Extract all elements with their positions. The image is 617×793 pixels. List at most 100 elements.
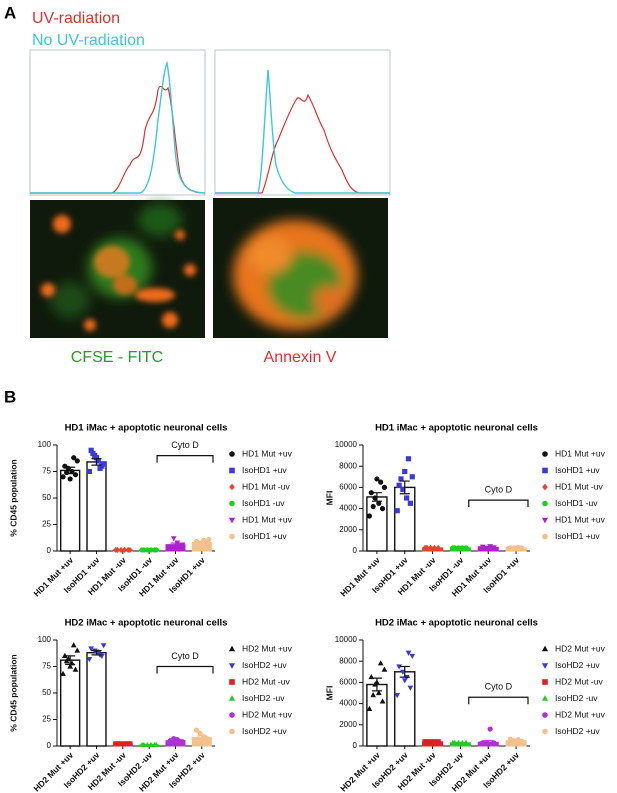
y-axis-label: MFI <box>324 686 334 701</box>
legend-label: IsoHD2 +uv <box>242 660 287 670</box>
data-point <box>70 642 77 648</box>
chart-title: HD1 iMac + apoptotic neuronal cells <box>65 423 228 434</box>
data-point <box>170 536 177 542</box>
error-bar <box>144 744 155 746</box>
data-point <box>67 476 73 482</box>
data-point <box>507 545 514 551</box>
y-tick-label: 100 <box>38 635 52 644</box>
data-point <box>63 658 70 664</box>
error-bar <box>170 542 181 547</box>
data-point <box>379 698 386 704</box>
legend-label: HD1 Mut +uv <box>555 448 606 458</box>
data-point <box>114 741 121 747</box>
y-tick-label: 50 <box>42 688 51 697</box>
y-tick-label: 75 <box>42 467 51 476</box>
data-point <box>72 666 79 672</box>
error-bar <box>511 546 522 549</box>
data-point <box>153 741 160 748</box>
data-point <box>402 468 408 475</box>
annotation-bracket <box>468 499 529 508</box>
legend-label: IsoHD1 +uv <box>555 465 600 475</box>
legend-marker <box>541 695 549 701</box>
data-point <box>435 739 441 745</box>
legend-label: IsoHD1 -uv <box>242 498 285 508</box>
legend-label: IsoHD2 -uv <box>242 693 285 703</box>
microscopy-image-2 <box>213 198 388 338</box>
data-point <box>180 739 186 745</box>
data-point <box>435 544 441 551</box>
data-point <box>153 547 159 553</box>
error-bar <box>511 739 522 742</box>
data-point <box>375 689 382 696</box>
legend-label: IsoHD2 +uv <box>555 726 600 736</box>
data-point <box>176 546 182 552</box>
legend-marker <box>542 728 548 735</box>
image-caption: CFSE - FITC <box>71 349 163 366</box>
data-point <box>179 542 186 548</box>
legend-label: HD2 Mut -uv <box>555 676 603 686</box>
y-tick-label: 0 <box>353 546 358 555</box>
y-tick-label: 25 <box>42 520 51 529</box>
legend-no-uv: No UV-radiation <box>32 32 145 49</box>
data-point <box>127 546 133 554</box>
data-point <box>206 536 212 542</box>
error-bar <box>427 740 438 743</box>
error-bar <box>170 739 181 743</box>
error-bar <box>455 741 466 744</box>
y-tick-label: 6000 <box>339 678 357 687</box>
legend-marker <box>229 679 235 685</box>
legend-marker <box>228 695 236 701</box>
data-point <box>378 479 384 485</box>
data-point <box>398 476 404 482</box>
data-point <box>141 547 147 553</box>
y-tick-label: 6000 <box>339 483 357 492</box>
data-point <box>167 738 173 744</box>
error-bar <box>91 650 102 656</box>
legend-label: IsoHD2 +uv <box>555 660 600 670</box>
data-point <box>381 666 388 672</box>
error-bar <box>144 549 155 551</box>
legend-marker <box>541 663 549 669</box>
legend-label: IsoHD1 +uv <box>242 465 287 475</box>
annotation: Cyto D <box>171 651 199 661</box>
error-bar <box>371 677 382 692</box>
data-point <box>366 513 373 519</box>
data-point <box>90 450 96 457</box>
legend-marker <box>228 663 236 669</box>
data-point <box>61 652 68 658</box>
error-bar <box>399 480 410 495</box>
data-point <box>193 538 200 545</box>
legend-marker <box>541 645 549 652</box>
annotation-bracket <box>156 455 214 463</box>
annotation-bracket <box>156 665 214 674</box>
legend-label: HD2 Mut +uv <box>242 643 293 653</box>
data-point <box>394 693 401 699</box>
image-caption: Annexin V <box>264 349 337 366</box>
microscopy-image-1 <box>30 200 205 338</box>
data-point <box>370 692 377 698</box>
data-point <box>374 476 380 482</box>
data-point <box>101 461 107 467</box>
legend-label: IsoHD1 -uv <box>555 498 598 508</box>
y-tick-label: 50 <box>42 493 51 502</box>
data-point <box>381 484 388 490</box>
data-point <box>407 685 414 691</box>
y-tick-label: 25 <box>42 715 51 724</box>
data-point <box>400 486 406 493</box>
panel-label: B <box>4 387 16 406</box>
y-tick-label: 10000 <box>335 440 358 449</box>
legend-marker <box>229 533 235 540</box>
legend-label: HD2 Mut +uv <box>555 643 606 653</box>
legend-label: IsoHD1 +uv <box>555 531 600 541</box>
data-point <box>409 653 416 660</box>
chart-title: HD2 iMac + apoptotic neuronal cells <box>375 618 538 629</box>
bar <box>59 469 81 552</box>
data-point <box>93 455 100 461</box>
data-point <box>197 730 203 736</box>
bar <box>86 652 107 747</box>
legend-marker <box>228 517 236 524</box>
error-bar <box>65 655 76 665</box>
legend-marker <box>542 500 548 507</box>
error-bar <box>399 665 410 678</box>
data-point <box>60 474 66 480</box>
